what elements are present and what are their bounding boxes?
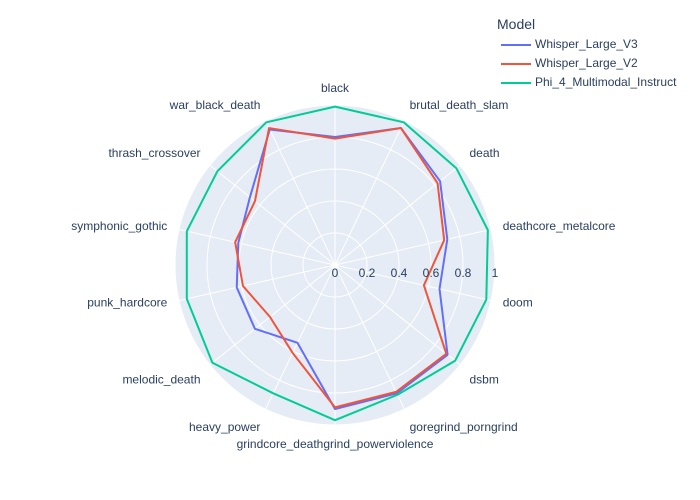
grid-spoke-13 (265, 120, 336, 266)
legend-label-3: Phi_4_Multimodal_Instruct (535, 75, 677, 89)
grid-spoke-11 (178, 228, 336, 266)
grid-spoke-1 (334, 120, 405, 266)
grid-spoke-6 (334, 264, 405, 410)
category-label-11: symphonic_gothic (71, 219, 167, 233)
series-line-2 (234, 127, 448, 409)
legend-title: Model (497, 16, 535, 32)
radial-tick-label-0: 0 (332, 266, 339, 280)
category-label-8: heavy_power (189, 420, 260, 434)
legend-label-2: Whisper_Large_V2 (535, 56, 638, 70)
series-line-3 (185, 105, 489, 422)
category-label-4: doom (503, 295, 533, 309)
legend[interactable]: Model Whisper_Large_V3 Whisper_Large_V2 Ph… (497, 16, 677, 89)
category-label-7: grindcore_deathgrind_powerviolence (237, 437, 434, 451)
category-label-2: death (470, 146, 500, 160)
category-label-13: war_black_death (169, 98, 261, 112)
legend-item-3[interactable]: Phi_4_Multimodal_Instruct (501, 75, 677, 89)
category-label-10: punk_hardcore (87, 295, 167, 309)
category-label-0: black (321, 81, 350, 95)
legend-item-1[interactable]: Whisper_Large_V3 (501, 37, 638, 51)
radial-tick-labels: 0 0.2 0.4 0.6 0.8 1 (332, 266, 499, 280)
category-label-3: deathcore_metalcore (503, 219, 616, 233)
category-label-12: thrash_crossover (108, 146, 200, 160)
grid-spoke-4 (334, 264, 492, 302)
radial-tick-label-4: 0.8 (455, 266, 472, 280)
legend-item-2[interactable]: Whisper_Large_V2 (501, 56, 638, 70)
legend-label-1: Whisper_Large_V3 (535, 37, 638, 51)
radial-tick-label-1: 0.2 (359, 266, 376, 280)
series-layer (185, 105, 489, 422)
category-label-1: brutal_death_slam (410, 98, 509, 112)
grid-spoke-10 (178, 264, 336, 302)
radial-tick-label-2: 0.4 (391, 266, 408, 280)
category-label-5: dsbm (470, 372, 499, 386)
radial-tick-label-3: 0.6 (423, 266, 440, 280)
grid-spoke-5 (334, 264, 461, 366)
grid-spoke-9 (209, 264, 336, 366)
grid-spoke-12 (209, 164, 336, 266)
radial-tick-label-5: 1 (492, 266, 499, 280)
grid-spoke-8 (265, 264, 336, 410)
series-line-1 (235, 127, 449, 410)
grid-spoke-3 (334, 228, 492, 266)
category-label-9: melodic_death (122, 372, 200, 386)
category-label-6: goregrind_porngrind (410, 420, 518, 434)
